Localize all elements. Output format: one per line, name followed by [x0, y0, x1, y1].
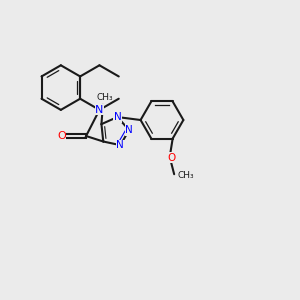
Text: O: O — [167, 153, 175, 163]
Text: N: N — [125, 125, 133, 135]
Text: CH₃: CH₃ — [97, 93, 114, 102]
Text: O: O — [57, 131, 66, 141]
Text: N: N — [113, 112, 121, 122]
Text: N: N — [95, 105, 104, 115]
Text: N: N — [116, 140, 124, 150]
Text: CH₃: CH₃ — [178, 171, 194, 180]
